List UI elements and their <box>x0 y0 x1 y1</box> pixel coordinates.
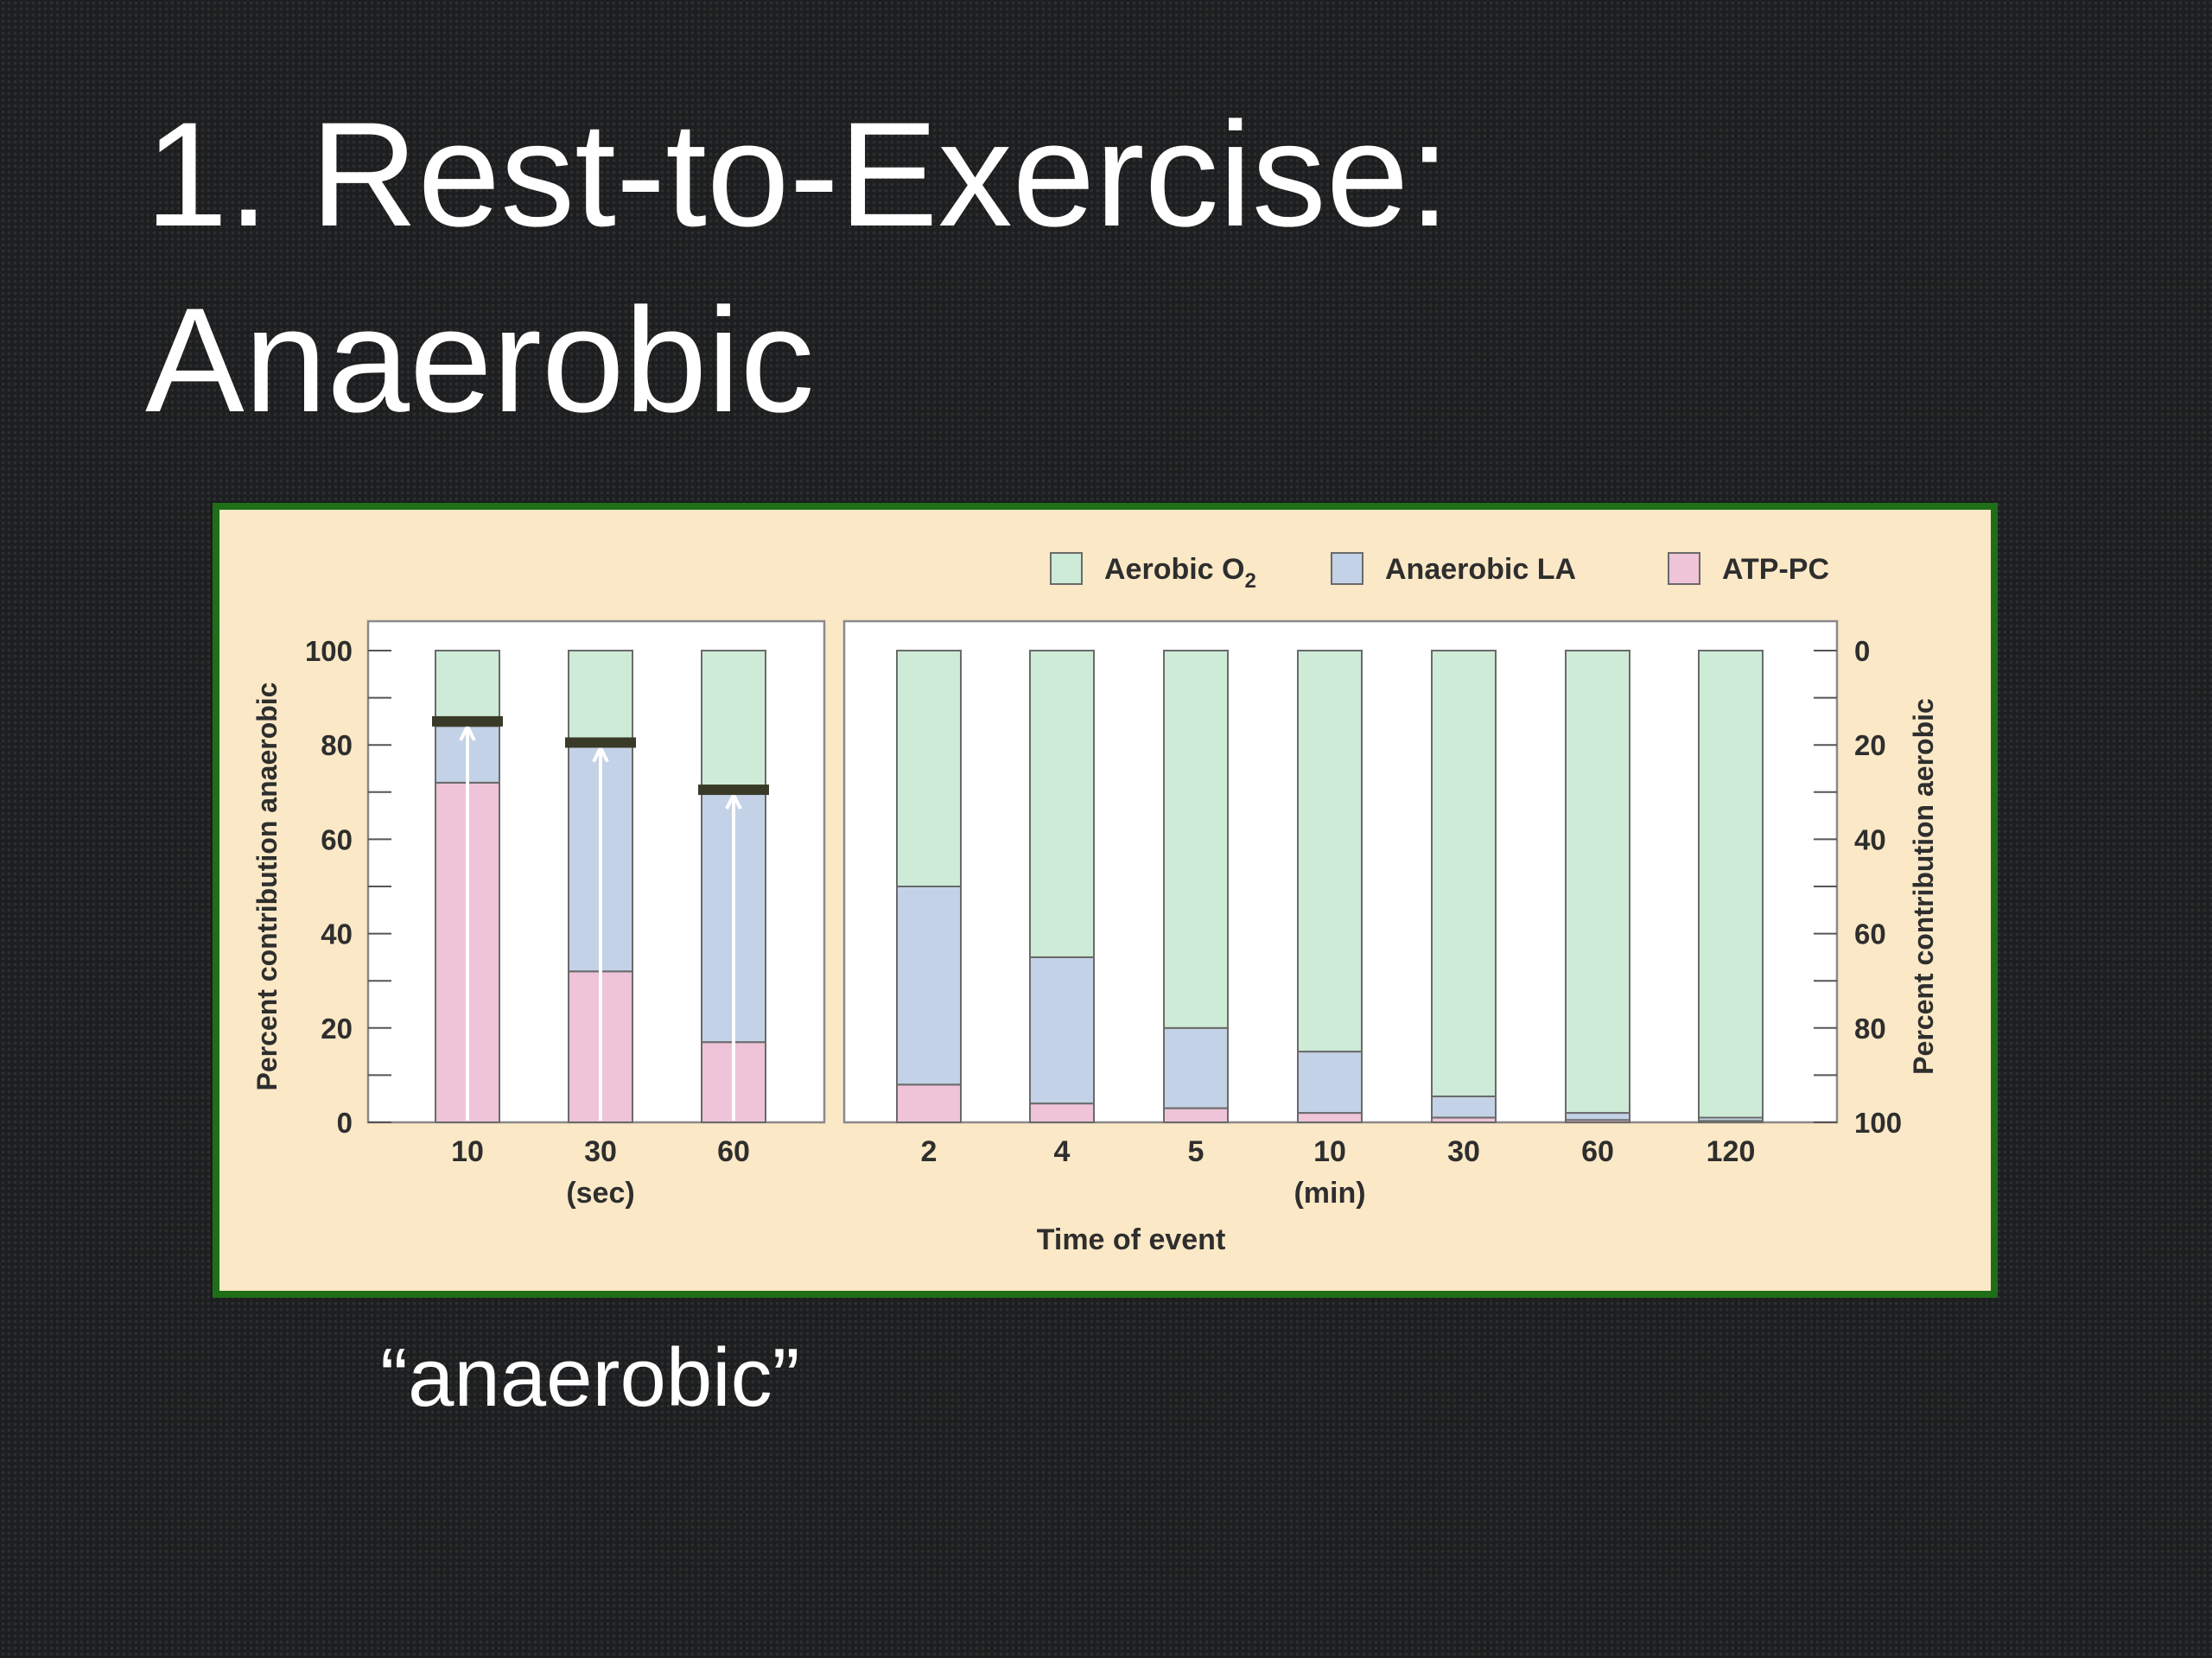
anaerobic-level-marker <box>565 737 636 748</box>
caption: “anaerobic” <box>380 1331 800 1424</box>
x-unit-label-min: (min) <box>1294 1177 1365 1210</box>
bar-atp-pc-4 <box>1029 1102 1095 1123</box>
left-tick-label: 60 <box>321 823 353 855</box>
bar-anaerobic-la-60 <box>1565 1112 1630 1121</box>
x-tick-label: 30 <box>1447 1135 1480 1168</box>
right-tick-label: 40 <box>1854 823 1886 855</box>
legend-label-anaerobic-la: Anaerobic LA <box>1385 553 1576 586</box>
x-tick-label: 60 <box>717 1135 750 1168</box>
bar-anaerobic-la-2 <box>896 886 962 1086</box>
bar-aerobic-10 <box>435 650 500 727</box>
bar-anaerobic-la-30 <box>1431 1095 1497 1119</box>
bar-anaerobic-la-10 <box>1297 1051 1363 1115</box>
title-line-2: Anaerobic <box>145 277 815 443</box>
legend-swatch-anaerobic-la <box>1331 552 1363 585</box>
bar-aerobic-60 <box>1565 650 1630 1115</box>
x-tick-label: 10 <box>1313 1135 1346 1168</box>
bar-aerobic-4 <box>1029 650 1095 958</box>
y-axis-label-left: Percent contribution anaerobic <box>251 683 283 1091</box>
bar-aerobic-2 <box>896 650 962 887</box>
left-tick-label: 20 <box>321 1013 353 1045</box>
right-tick-label: 80 <box>1854 1013 1886 1045</box>
x-tick-label: 4 <box>1054 1135 1071 1168</box>
bar-anaerobic-la-4 <box>1029 956 1095 1105</box>
energy-systems-chart: 100 80 60 40 20 0 0 20 40 60 80 100 Percent contribu… <box>251 552 1939 1256</box>
bar-anaerobic-la-5 <box>1163 1026 1229 1109</box>
left-tick-label: 0 <box>337 1107 353 1139</box>
x-axis-title: Time of event <box>1037 1223 1226 1256</box>
x-tick-label: 2 <box>921 1135 938 1168</box>
left-tick-label: 100 <box>305 635 353 667</box>
right-tick-label: 20 <box>1854 729 1886 761</box>
bar-aerobic-5 <box>1163 650 1229 1029</box>
x-tick-label: 5 <box>1188 1135 1205 1168</box>
anaerobic-level-marker <box>698 785 769 796</box>
right-tick-label: 100 <box>1854 1107 1902 1139</box>
title-line-1: 1. Rest-to-Exercise: <box>145 92 1451 257</box>
bar-aerobic-30 <box>568 650 633 746</box>
legend-label-aerobic: Aerobic O2 <box>1104 553 1256 593</box>
chart-figure: 100 80 60 40 20 0 0 20 40 60 80 100 Percent contribu… <box>213 503 1998 1298</box>
legend-swatch-atp-pc <box>1668 552 1700 585</box>
y-axis-label-right: Percent contribution aerobic <box>1908 698 1939 1075</box>
x-tick-label: 60 <box>1581 1135 1614 1168</box>
x-tick-label: 120 <box>1707 1135 1756 1168</box>
left-tick-label: 80 <box>321 729 353 761</box>
right-tick-label: 0 <box>1854 635 1870 667</box>
legend-label-atp-pc: ATP-PC <box>1722 553 1829 586</box>
bar-aerobic-10 <box>1297 650 1363 1053</box>
slide-title: 1. Rest-to-Exercise: Anaerobic <box>145 82 1450 454</box>
x-tick-label: 10 <box>451 1135 484 1168</box>
right-tick-label: 60 <box>1854 918 1886 950</box>
bar-aerobic-60 <box>701 650 766 793</box>
bar-aerobic-30 <box>1431 650 1497 1097</box>
legend-swatch-aerobic <box>1050 552 1083 585</box>
x-unit-label-sec: (sec) <box>566 1177 634 1210</box>
bar-atp-pc-10 <box>1297 1112 1363 1124</box>
bar-atp-pc-5 <box>1163 1107 1229 1123</box>
arrow-head <box>459 722 476 741</box>
anaerobic-level-marker <box>432 715 503 727</box>
bar-atp-pc-2 <box>896 1083 962 1124</box>
x-tick-label: 30 <box>584 1135 617 1168</box>
bar-aerobic-120 <box>1698 650 1764 1119</box>
left-tick-label: 40 <box>321 918 353 950</box>
legend-subscript: 2 <box>1244 569 1255 593</box>
